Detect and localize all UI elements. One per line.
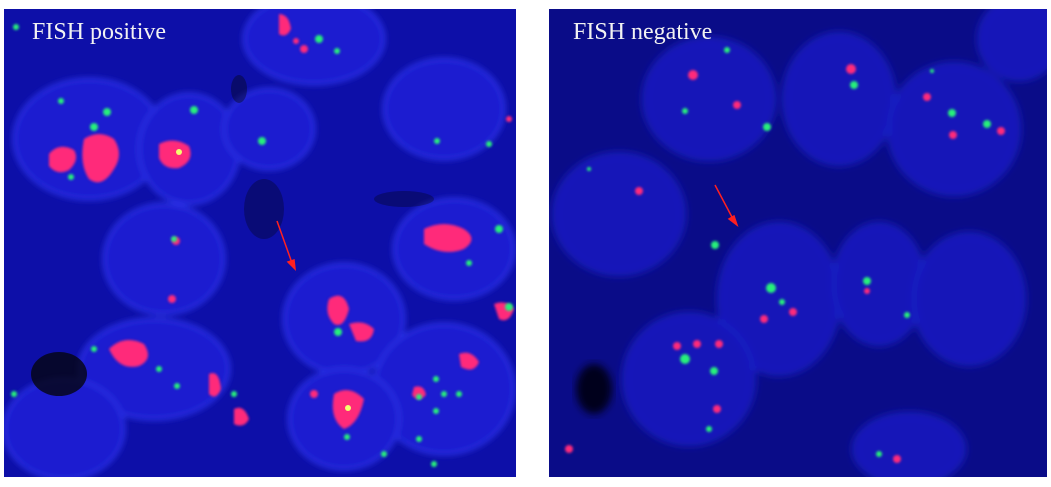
fish-negative-panel: FISH negative (549, 9, 1047, 477)
yellow-fusion-signal (176, 149, 182, 155)
red-arrow (714, 184, 739, 228)
red-arrow (276, 220, 296, 272)
green-signals (11, 24, 513, 467)
red-signals (565, 64, 1005, 463)
panel-label: FISH negative (573, 19, 713, 45)
nuclei (4, 9, 516, 477)
yellow-fusion-signal (345, 405, 351, 411)
panel-label: FISH positive (32, 19, 167, 45)
fish-negative-micrograph (552, 9, 1047, 477)
green-signals (587, 47, 991, 457)
dark-region (576, 364, 612, 414)
red-signals (49, 14, 514, 429)
fish-positive-panel: FISH positive (4, 9, 516, 477)
nuclei (552, 9, 1047, 477)
fish-positive-micrograph (4, 9, 516, 477)
dark-background-speckle (31, 75, 434, 396)
